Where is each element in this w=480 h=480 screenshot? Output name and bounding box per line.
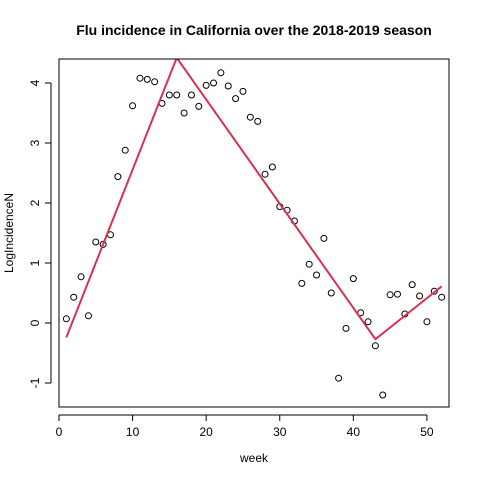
- data-point: [393, 290, 401, 298]
- x-tick-label: 30: [273, 425, 287, 439]
- data-point: [305, 260, 313, 268]
- data-point: [143, 75, 151, 83]
- data-point: [386, 291, 394, 299]
- data-point: [430, 287, 438, 295]
- y-tick-label: 4: [28, 79, 42, 86]
- data-point: [84, 312, 92, 320]
- data-point: [239, 87, 247, 95]
- chart-title: Flu incidence in California over the 201…: [76, 22, 432, 38]
- data-point: [416, 292, 424, 300]
- data-point: [261, 170, 269, 178]
- data-point: [195, 102, 203, 110]
- data-point: [62, 315, 70, 323]
- data-point: [129, 102, 137, 110]
- y-tick-label: 1: [28, 259, 42, 266]
- data-point: [364, 318, 372, 326]
- x-tick-label: 20: [199, 425, 213, 439]
- data-point: [327, 289, 335, 297]
- data-point: [202, 81, 210, 89]
- data-point: [313, 271, 321, 279]
- plot-frame: [58, 58, 450, 408]
- plot-area: [58, 58, 450, 408]
- y-tick-label: 3: [28, 139, 42, 146]
- data-point: [217, 69, 225, 77]
- data-point: [335, 374, 343, 382]
- data-point: [408, 281, 416, 289]
- y-tick-label: -1: [28, 377, 42, 388]
- x-tick-label: 0: [56, 425, 63, 439]
- data-point: [232, 95, 240, 103]
- data-point: [423, 318, 431, 326]
- data-point: [121, 146, 129, 154]
- data-point: [298, 279, 306, 287]
- y-axis-label: LogIncidenceN: [2, 193, 16, 273]
- y-tick-label: 2: [28, 199, 42, 206]
- data-point: [70, 293, 78, 301]
- data-point: [114, 173, 122, 181]
- y-axis: -1 0 1 2 3 4: [28, 79, 52, 388]
- data-point: [77, 273, 85, 281]
- data-point: [210, 79, 218, 87]
- data-point: [92, 238, 100, 246]
- data-point: [268, 163, 276, 171]
- data-point: [180, 109, 188, 117]
- x-tick-label: 10: [126, 425, 140, 439]
- data-point: [254, 117, 262, 125]
- y-tick-label: 0: [28, 319, 42, 326]
- x-axis-label: week: [239, 451, 269, 465]
- data-point: [246, 113, 254, 121]
- data-point: [187, 91, 195, 99]
- data-point: [349, 275, 357, 283]
- data-point: [136, 74, 144, 82]
- data-point: [371, 342, 379, 350]
- data-marks: [62, 59, 446, 399]
- fit-line: [65, 59, 443, 341]
- x-axis: 0 10 20 30 40 50: [56, 414, 434, 439]
- data-point: [379, 391, 387, 399]
- x-tick-label: 40: [347, 425, 361, 439]
- data-point: [224, 82, 232, 90]
- data-point: [165, 91, 173, 99]
- x-tick-label: 50: [420, 425, 434, 439]
- data-point: [320, 234, 328, 242]
- data-point: [173, 91, 181, 99]
- data-point: [151, 78, 159, 86]
- data-point: [342, 324, 350, 332]
- data-point: [438, 293, 446, 301]
- data-point: [99, 240, 107, 248]
